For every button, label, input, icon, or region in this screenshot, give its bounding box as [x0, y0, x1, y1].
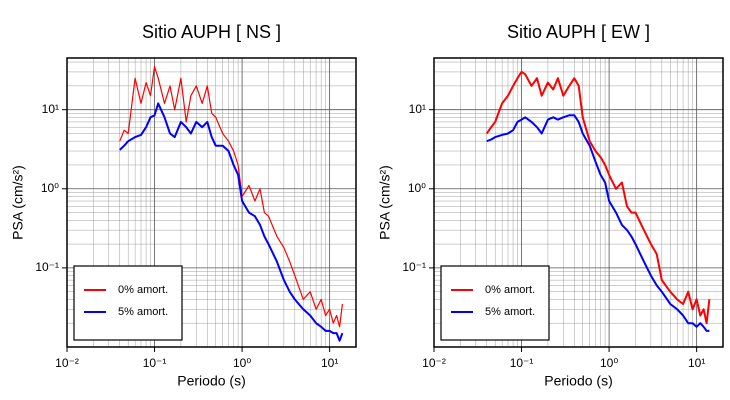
chart-title: Sitio AUPH [ EW ]: [507, 22, 650, 42]
x-tick-label: 10⁻²: [55, 356, 79, 370]
x-tick-label: 10¹: [321, 356, 338, 370]
y-tick-label: 10⁰: [408, 181, 426, 195]
legend-label: 0% amort.: [118, 284, 168, 296]
y-tick-label: 10⁻¹: [402, 260, 426, 274]
y-axis-label: PSA (cm/s²): [377, 165, 393, 240]
legend-box: [73, 265, 183, 341]
plot-frame: [66, 57, 357, 348]
data-line: [486, 114, 710, 332]
y-axis-label: PSA (cm/s²): [10, 165, 26, 240]
y-tick-label: 10⁰: [41, 181, 59, 195]
y-tick-label: 10¹: [409, 102, 426, 116]
legend-label: 5% amort.: [118, 306, 168, 318]
legend-label: 0% amort.: [485, 284, 535, 296]
x-tick-label: 10¹: [688, 356, 705, 370]
data-line: [485, 70, 711, 325]
chart-title: Sitio AUPH [ NS ]: [142, 22, 281, 42]
x-tick-label: 10⁻²: [422, 356, 446, 370]
x-axis-label: Periodo (s): [177, 373, 245, 389]
x-tick-label: 10⁻¹: [143, 356, 167, 370]
legend-label: 5% amort.: [485, 306, 535, 318]
x-tick-label: 10⁰: [600, 356, 618, 370]
x-axis-label: Periodo (s): [544, 373, 612, 389]
x-tick-label: 10⁰: [233, 356, 251, 370]
x-tick-label: 10⁻¹: [510, 356, 534, 370]
y-tick-label: 10¹: [42, 102, 59, 116]
data-line: [119, 102, 344, 342]
y-tick-label: 10⁻¹: [35, 260, 59, 274]
plot-frame: [433, 57, 724, 348]
legend-box: [440, 265, 550, 341]
data-line: [119, 66, 343, 328]
